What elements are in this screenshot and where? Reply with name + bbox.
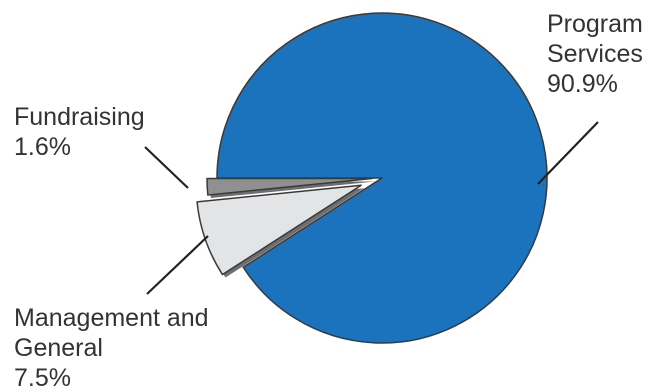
slice-program-services (216, 12, 548, 344)
leader-lines (144, 121, 599, 295)
label-program-services-line-3: 90.9% (547, 70, 618, 98)
slice-fundraising (206, 177, 373, 196)
leader-line-program-services (537, 121, 599, 185)
label-management-general-line-3: 7.5% (14, 364, 71, 392)
label-program-services-line-1: Program (547, 10, 643, 38)
leader-line-management-general (146, 235, 209, 295)
leader-line-fundraising (144, 146, 189, 189)
label-program-services: Program Services 90.9% (547, 10, 643, 98)
label-program-services-line-2: Services (547, 40, 643, 68)
label-management-general-line-1: Management and (14, 304, 209, 332)
label-fundraising-line-1: Fundraising (14, 103, 145, 131)
label-management-general: Management and General 7.5% (14, 304, 209, 392)
label-fundraising-line-2: 1.6% (14, 133, 71, 161)
slice-labels: Program Services 90.9% Fundraising 1.6% Manag… (14, 10, 643, 392)
label-management-general-line-2: General (14, 334, 103, 362)
pie-slices (196, 12, 548, 344)
label-fundraising: Fundraising 1.6% (14, 103, 145, 161)
